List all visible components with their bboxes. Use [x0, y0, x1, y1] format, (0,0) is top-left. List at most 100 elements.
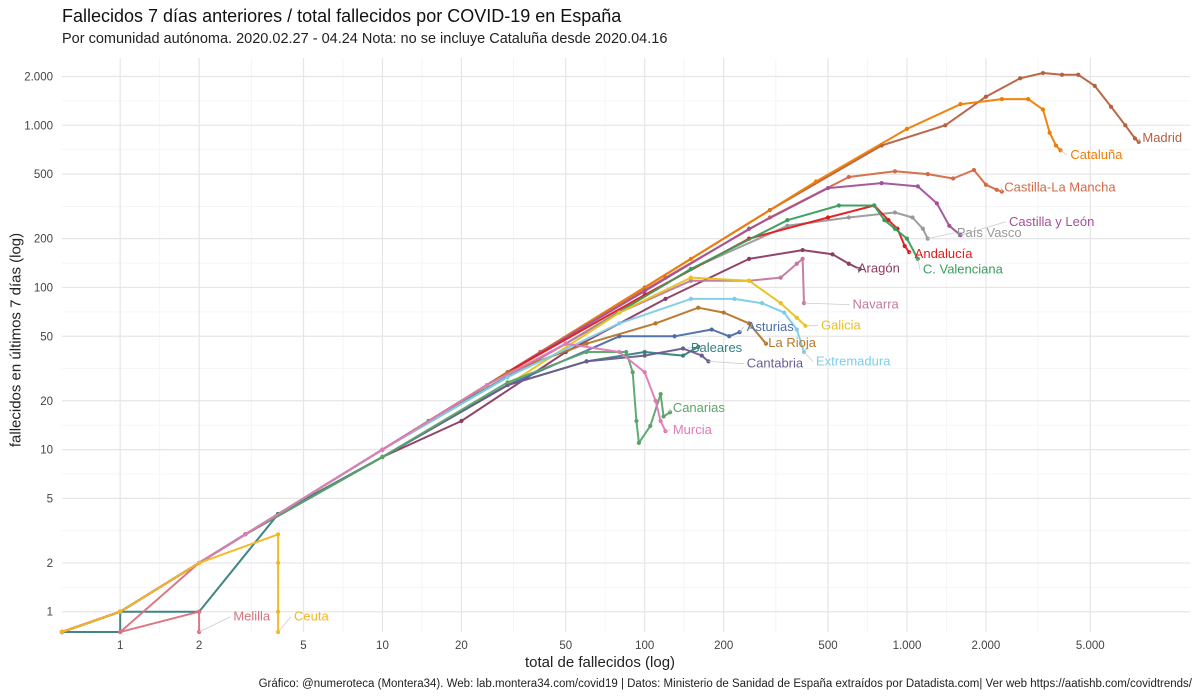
data-point: [915, 184, 920, 189]
data-point: [763, 341, 769, 346]
data-point: [781, 310, 787, 315]
series-label: Castilla y León: [1009, 214, 1094, 229]
data-point: [505, 380, 510, 385]
x-tick-label: 100: [635, 640, 654, 652]
series-label: Cantabria: [747, 356, 804, 371]
data-point: [563, 341, 568, 346]
data-point: [800, 247, 805, 253]
data-point: [275, 532, 281, 537]
series-label: Navarra: [853, 297, 900, 312]
data-point: [1059, 72, 1065, 77]
y-tick-label: 10: [40, 445, 53, 457]
data-point: [642, 370, 647, 375]
data-point: [275, 609, 281, 614]
data-point: [584, 341, 589, 346]
data-point: [642, 353, 647, 358]
data-point: [813, 179, 819, 184]
label-leader: [765, 342, 767, 344]
series-labels: Madrid Cataluña Castilla-La Mancha Castilla…: [198, 130, 1182, 633]
series-cantabria: [59, 346, 711, 635]
data-point: [778, 275, 783, 280]
series-line: [61, 257, 805, 633]
data-point: [484, 382, 489, 388]
x-tick-label: 500: [818, 640, 837, 652]
data-point: [668, 410, 673, 415]
data-point: [688, 275, 693, 280]
data-point: [830, 252, 835, 257]
data-point: [882, 218, 887, 223]
series-label: Castilla-La Mancha: [1004, 180, 1116, 195]
data-point: [785, 223, 790, 228]
y-tick-label: 200: [34, 234, 53, 246]
x-tick-label: 1.000: [893, 640, 922, 652]
y-tick-label: 2.000: [24, 71, 53, 83]
data-point: [1132, 136, 1138, 141]
data-point: [1047, 130, 1052, 135]
label-leader: [1138, 137, 1140, 142]
series-label: Baleares: [691, 340, 743, 355]
label-leader: [687, 346, 699, 349]
data-point: [983, 182, 989, 187]
data-point: [794, 327, 799, 332]
x-tick-labels: 1 2 5 10 20 50 100 200 500 1.000 2.000 5.000: [117, 640, 1105, 652]
data-point: [746, 278, 752, 283]
data-point: [721, 310, 726, 315]
data-point: [836, 203, 841, 208]
data-point: [630, 370, 635, 375]
data-point: [746, 321, 752, 326]
data-point: [904, 236, 910, 241]
x-tick-label: 5.000: [1076, 640, 1105, 652]
data-point: [459, 418, 464, 424]
data-point: [617, 310, 622, 315]
data-point: [1076, 72, 1081, 77]
data-point: [999, 189, 1004, 194]
series-la-rioja: [59, 305, 769, 635]
data-point: [1108, 104, 1114, 109]
data-point: [999, 97, 1004, 102]
data-point: [794, 315, 799, 320]
grid: [62, 58, 1190, 632]
x-tick-label: 1: [117, 640, 123, 652]
data-point: [925, 172, 930, 177]
data-point: [699, 353, 704, 358]
data-point: [688, 266, 693, 272]
series-label: Melilla: [233, 609, 271, 624]
label-leader: [277, 616, 292, 633]
data-point: [943, 123, 948, 128]
series-label: Extremadura: [816, 354, 891, 369]
data-point: [785, 218, 790, 223]
chart-caption: Gráfico: @numeroteca (Montera34). Web: l…: [258, 678, 1192, 690]
data-point: [118, 629, 123, 635]
series-line: [61, 347, 710, 633]
data-point: [904, 126, 910, 132]
label-leader: [665, 429, 670, 432]
series-label: Madrid: [1142, 130, 1182, 145]
series-label: La Rioja: [768, 335, 816, 350]
data-point: [746, 256, 752, 261]
data-point: [934, 201, 939, 206]
y-tick-label: 2: [47, 558, 53, 570]
data-point: [794, 261, 799, 266]
data-point: [892, 226, 898, 231]
data-point: [380, 447, 385, 452]
series-label: Murcia: [673, 422, 713, 437]
data-point: [584, 359, 589, 364]
label-leader: [960, 221, 1007, 236]
x-tick-label: 200: [714, 640, 733, 652]
series-cataluna: [59, 97, 1063, 635]
data-point: [994, 187, 999, 192]
y-tick-label: 100: [34, 282, 53, 294]
data-point: [672, 334, 677, 339]
series-murcia: [59, 341, 668, 635]
data-point: [243, 532, 248, 537]
data-point: [658, 391, 663, 397]
series-navarra: [59, 256, 807, 635]
label-leader: [854, 267, 860, 270]
data-point: [825, 185, 831, 191]
data-point: [892, 210, 898, 215]
label-leader: [708, 360, 744, 365]
data-point: [59, 629, 65, 635]
label-leader: [908, 251, 912, 255]
data-point: [1040, 107, 1046, 112]
